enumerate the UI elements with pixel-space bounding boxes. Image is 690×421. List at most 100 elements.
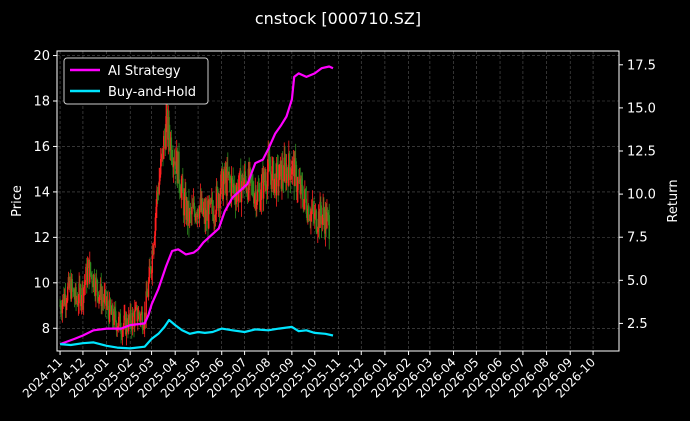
- candle-body: [74, 287, 77, 300]
- legend-label-ai-strategy: AI Strategy: [108, 64, 181, 79]
- candle-body: [278, 164, 281, 180]
- candle-body: [136, 305, 138, 322]
- y-right-tick-label: 15.0: [627, 101, 656, 116]
- candle-body: [162, 148, 164, 159]
- candle-body: [220, 174, 222, 195]
- candle-body: [105, 289, 107, 306]
- candle-body: [60, 310, 63, 314]
- candle-body: [286, 168, 288, 174]
- candle-body: [112, 320, 115, 325]
- candle-body: [228, 171, 231, 179]
- candle-body: [64, 294, 67, 307]
- candle-body: [147, 296, 149, 297]
- candle-body: [305, 198, 308, 214]
- y-left-tick-label: 12: [33, 231, 50, 246]
- candle-body: [157, 192, 160, 194]
- candle-body: [117, 326, 119, 328]
- candle-body: [70, 280, 72, 299]
- legend: AI Strategy Buy-and-Hold: [63, 57, 209, 105]
- candle-body: [164, 137, 166, 149]
- candle-body: [180, 186, 182, 198]
- series-line-ai-strategy: [59, 65, 334, 346]
- candle-body: [165, 116, 167, 149]
- candle-body: [159, 174, 161, 182]
- y-left-tick-label: 16: [33, 140, 50, 155]
- candle-body: [317, 211, 320, 230]
- candle-body: [184, 192, 186, 197]
- candle-body: [226, 166, 228, 196]
- candle-body: [179, 192, 182, 198]
- candle-body: [95, 277, 98, 281]
- candle-body: [95, 277, 97, 296]
- candle-body: [235, 195, 237, 205]
- candle-body: [66, 300, 68, 304]
- candle-body: [272, 160, 275, 193]
- candle-body: [309, 219, 311, 221]
- candle-body: [163, 135, 165, 159]
- candle-body: [67, 277, 70, 287]
- candle-body: [161, 148, 163, 156]
- candle-body: [59, 305, 61, 307]
- candle-body: [323, 207, 325, 219]
- candle-body: [300, 178, 302, 195]
- candle-body: [256, 202, 258, 210]
- candle-body: [251, 181, 253, 183]
- candle-body: [219, 194, 221, 208]
- candle-body: [218, 196, 221, 208]
- candle-body: [208, 199, 210, 229]
- candle-body: [287, 173, 289, 186]
- series-lines: [59, 65, 334, 350]
- candle-body: [284, 157, 286, 163]
- candle-body: [192, 206, 194, 208]
- candle-body: [114, 308, 116, 312]
- candle-body: [163, 135, 166, 138]
- candle-body: [202, 211, 205, 215]
- candle-body: [130, 309, 132, 325]
- candle-body: [201, 198, 204, 215]
- candle-body: [225, 173, 227, 196]
- candle-body: [278, 179, 280, 187]
- y-right-tick-label: 10.0: [627, 188, 656, 203]
- candle-body: [211, 199, 213, 203]
- candle-body: [143, 312, 146, 328]
- candle-body: [280, 160, 282, 189]
- candle-body: [158, 181, 160, 194]
- candle-body: [89, 262, 91, 283]
- candle-body: [92, 283, 94, 288]
- candle-body: [285, 162, 287, 184]
- candle-body: [230, 178, 233, 197]
- candle-body: [170, 137, 173, 159]
- candle-body: [96, 280, 99, 292]
- candle-body: [85, 266, 87, 282]
- candle-body: [68, 277, 70, 289]
- candle-body: [212, 211, 215, 222]
- candle-body: [189, 210, 192, 212]
- candle-body: [293, 158, 295, 186]
- candle-body: [92, 274, 95, 288]
- y-left-tick-label: 14: [33, 185, 50, 200]
- candle-body: [310, 211, 312, 221]
- candle-body: [101, 297, 103, 307]
- candle-body: [124, 313, 127, 335]
- y-axis-left-label: Price: [10, 185, 25, 217]
- candle-body: [204, 208, 206, 224]
- candle-body: [261, 174, 263, 182]
- candle-body: [108, 310, 110, 322]
- candle-body: [270, 174, 272, 189]
- candle-body: [193, 202, 195, 212]
- candle-body: [288, 153, 290, 186]
- candle-body: [63, 294, 66, 305]
- candle-body: [195, 215, 197, 221]
- candle-body: [126, 318, 128, 329]
- candle-body: [111, 305, 113, 315]
- candle-body: [301, 178, 303, 185]
- candle-body: [224, 173, 227, 183]
- candle-body: [285, 168, 288, 184]
- candle-body: [123, 315, 125, 326]
- candle-body: [246, 191, 248, 192]
- candle-body: [102, 299, 105, 303]
- candle-body: [121, 329, 124, 337]
- candle-body: [211, 199, 214, 212]
- candle-body: [182, 192, 185, 216]
- candle-body: [206, 209, 208, 221]
